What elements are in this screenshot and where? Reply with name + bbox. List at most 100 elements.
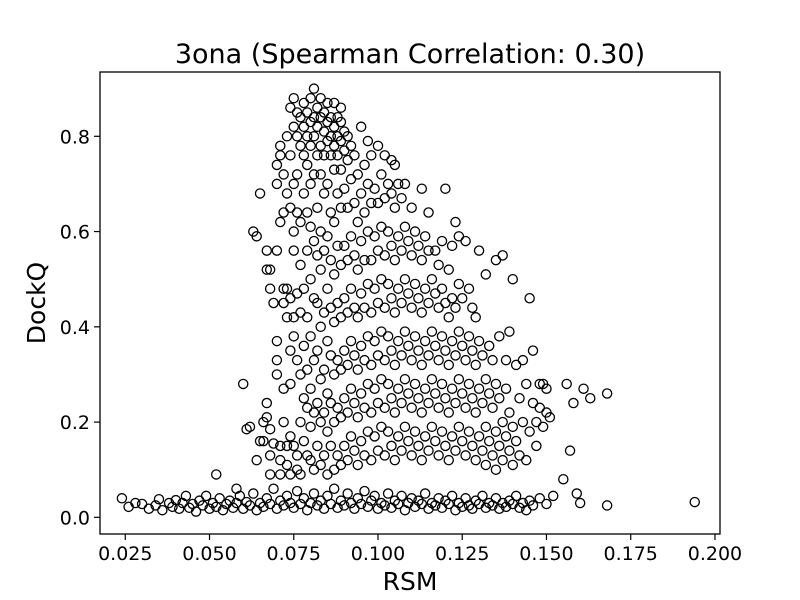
data-point (467, 440, 478, 452)
data-point (349, 445, 360, 456)
data-point (527, 345, 539, 356)
data-point (315, 169, 326, 180)
data-point (456, 388, 468, 399)
data-point (349, 350, 360, 361)
data-point (305, 421, 316, 433)
data-point (500, 431, 512, 442)
data-point (497, 497, 508, 509)
data-point (416, 454, 428, 466)
data-point (389, 202, 401, 213)
data-point (510, 490, 522, 502)
data-point (288, 245, 299, 256)
data-point (291, 354, 303, 366)
data-point (328, 483, 340, 494)
data-point (433, 450, 444, 461)
data-point (254, 435, 266, 447)
data-point (288, 121, 299, 133)
data-point (318, 364, 330, 375)
data-point (298, 188, 310, 199)
data-point (507, 459, 519, 471)
data-point (335, 202, 347, 213)
data-point (426, 273, 438, 285)
data-point (386, 292, 397, 304)
data-point (544, 412, 556, 423)
data-point (521, 378, 532, 390)
data-point (416, 183, 428, 194)
data-point (396, 245, 407, 256)
data-point (386, 393, 397, 404)
data-point (116, 493, 128, 504)
data-point (514, 393, 525, 404)
data-point (423, 207, 434, 218)
data-point (399, 326, 411, 337)
data-point (264, 283, 276, 294)
data-point (409, 426, 421, 437)
data-point (403, 435, 414, 447)
data-point (453, 373, 465, 385)
data-point (190, 506, 202, 517)
data-point (450, 397, 461, 409)
data-point (268, 297, 279, 309)
data-point (312, 297, 323, 309)
data-point (264, 469, 276, 480)
data-point (430, 340, 441, 352)
data-point (419, 335, 431, 347)
data-point (281, 459, 293, 471)
x-tick-label: 0.075 (267, 543, 321, 565)
data-point (379, 302, 390, 314)
data-point (288, 226, 299, 237)
data-point (339, 345, 350, 356)
data-point (275, 216, 286, 228)
data-point (413, 440, 424, 452)
data-point (369, 335, 380, 347)
data-point (352, 264, 364, 275)
data-point (210, 469, 222, 480)
data-point (389, 454, 401, 466)
data-point (325, 112, 337, 123)
data-point (531, 440, 542, 452)
data-point (426, 421, 438, 433)
data-point (487, 450, 498, 461)
data-point (301, 245, 313, 256)
data-point (403, 388, 414, 399)
data-point (571, 488, 583, 499)
data-point (308, 83, 320, 94)
data-point (409, 501, 421, 513)
data-point (379, 354, 390, 366)
data-point (436, 283, 448, 294)
data-point (339, 393, 350, 404)
x-tick-label: 0.025 (98, 543, 152, 565)
data-point (490, 378, 502, 390)
data-point (419, 283, 431, 294)
y-tick-label: 0.8 (60, 126, 90, 148)
data-point (271, 178, 283, 190)
data-point (365, 307, 377, 318)
data-point (352, 412, 364, 423)
data-point (399, 273, 411, 285)
data-point (406, 450, 417, 461)
data-point (369, 490, 380, 502)
data-point (237, 503, 249, 515)
data-point (406, 402, 417, 414)
data-point (456, 340, 468, 352)
data-point (369, 431, 380, 442)
data-point (278, 169, 289, 180)
data-point (285, 378, 296, 390)
data-point (312, 202, 323, 213)
data-point (396, 350, 407, 361)
data-point (365, 359, 377, 371)
data-point (574, 497, 586, 509)
data-point (541, 498, 552, 510)
data-point (547, 490, 559, 502)
data-point (345, 283, 357, 294)
data-point (325, 207, 337, 218)
data-point (322, 283, 333, 294)
data-point (325, 131, 337, 142)
data-point (295, 416, 306, 428)
data-point (413, 393, 424, 404)
data-point (315, 373, 326, 385)
data-point (365, 407, 377, 418)
data-point (271, 335, 283, 347)
data-point (180, 490, 192, 502)
data-point (494, 393, 505, 404)
